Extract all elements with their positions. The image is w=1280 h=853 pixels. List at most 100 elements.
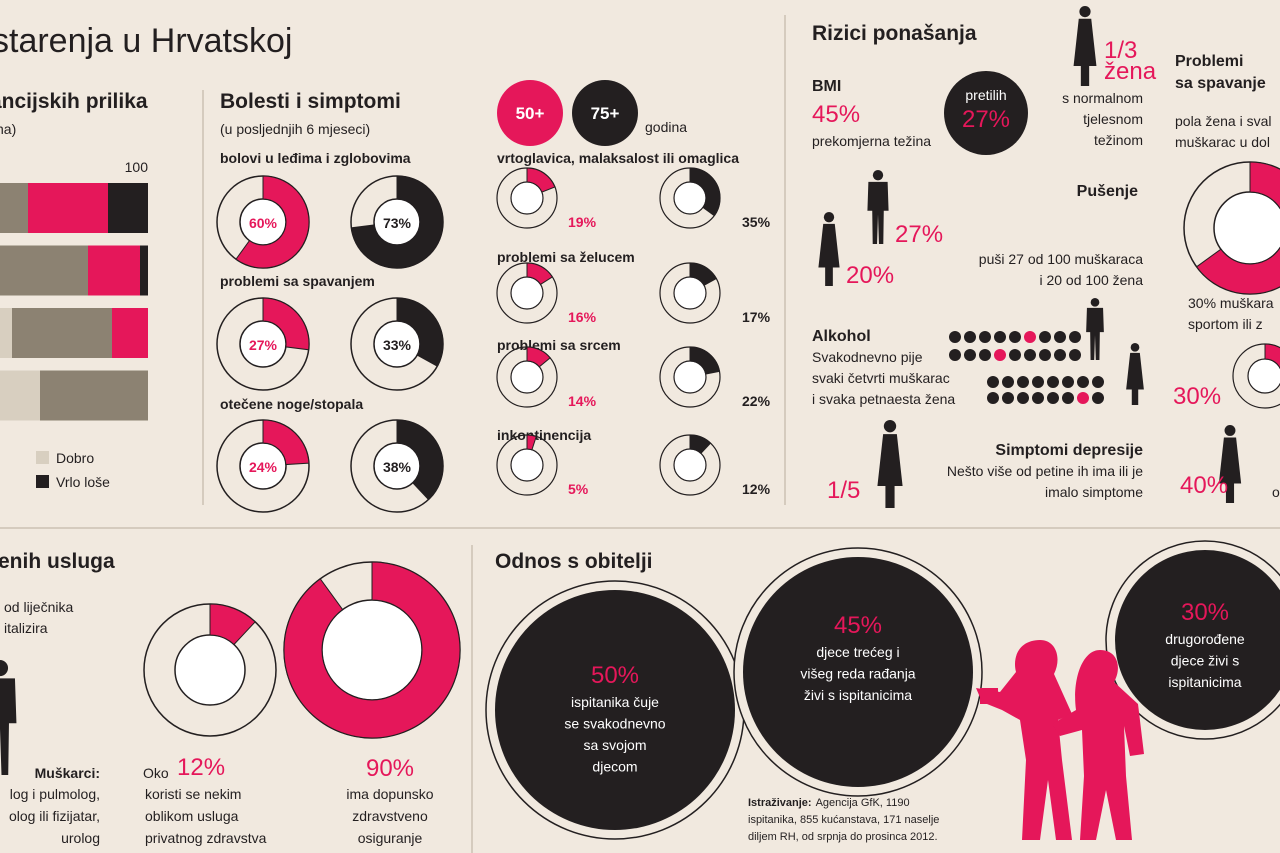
donut-segment bbox=[689, 346, 721, 375]
donut-label: 12% bbox=[742, 481, 771, 497]
figure-head bbox=[1090, 298, 1100, 307]
figure-body bbox=[818, 223, 840, 286]
bar-segment bbox=[0, 183, 28, 233]
text-line: imalo simptome bbox=[1045, 484, 1143, 500]
figure bbox=[1126, 343, 1144, 405]
figure-body bbox=[1218, 437, 1242, 503]
dot-icon bbox=[1062, 376, 1074, 388]
text-line: ima dopunsko bbox=[346, 786, 433, 802]
subsection-title: BMI bbox=[812, 78, 841, 95]
symptom-label: bolovi u leđima i zglobovima bbox=[220, 150, 411, 166]
figure bbox=[1052, 650, 1144, 840]
donut-segment bbox=[689, 262, 717, 286]
figure bbox=[1218, 425, 1242, 503]
subsection-title: Muškarci: bbox=[35, 765, 100, 781]
text-line: puši 27 od 100 muškaraca bbox=[979, 251, 1143, 267]
donut-segment bbox=[526, 167, 556, 193]
text-line: italizira bbox=[4, 620, 48, 636]
figure bbox=[1086, 298, 1104, 360]
bar-segment bbox=[0, 308, 12, 358]
donut-segment bbox=[526, 434, 537, 451]
source-label: Istraživanje: bbox=[748, 797, 812, 809]
figure bbox=[877, 420, 903, 508]
figure-head bbox=[1079, 6, 1091, 18]
text-line: oblikom usluga bbox=[145, 808, 239, 824]
text-line: Svakodnevno pije bbox=[812, 349, 923, 365]
stat-label: pretilih bbox=[965, 87, 1006, 103]
stat: 12% bbox=[177, 754, 225, 781]
dot-icon bbox=[1092, 376, 1104, 388]
text-line: privatnog zdravstva bbox=[145, 830, 267, 846]
symptom-label: problemi sa srcem bbox=[497, 337, 621, 353]
symptom-label: problemi sa želucem bbox=[497, 249, 635, 265]
figure-bag bbox=[980, 688, 998, 704]
subsection-title: Alkohol bbox=[812, 328, 871, 345]
text-line: ispitanicima bbox=[1168, 674, 1241, 690]
donut-segment bbox=[526, 346, 551, 368]
text-line: i svaka petnaesta žena bbox=[812, 391, 955, 407]
dot-icon bbox=[949, 349, 961, 361]
bar-segment bbox=[0, 370, 40, 421]
section-title: Bolesti i simptomi bbox=[220, 90, 401, 113]
dot-icon bbox=[1077, 376, 1089, 388]
subsection-title: Pušenje bbox=[1077, 183, 1138, 200]
section-title: Rizici ponašanja bbox=[812, 22, 977, 45]
stat-label: o bbox=[1272, 484, 1280, 500]
stat-label: žena bbox=[1104, 58, 1157, 85]
stat: 27% bbox=[895, 221, 943, 248]
donut-label: 5% bbox=[568, 481, 589, 497]
figure-body bbox=[867, 181, 889, 244]
dot-icon bbox=[1032, 376, 1044, 388]
donut-label: 35% bbox=[742, 214, 771, 230]
stat: 30% bbox=[1173, 383, 1221, 410]
dot-icon bbox=[1069, 349, 1081, 361]
figure-body bbox=[1073, 18, 1097, 86]
figure-head bbox=[883, 420, 897, 433]
donut-segment bbox=[396, 419, 444, 501]
legend-swatch bbox=[36, 475, 49, 488]
stat-circle bbox=[944, 71, 1028, 155]
dot-icon bbox=[1077, 392, 1089, 404]
donut-segment bbox=[283, 561, 461, 739]
legend-swatch bbox=[36, 451, 49, 464]
bar-segment bbox=[108, 183, 148, 233]
section-title: Odnos s obitelji bbox=[495, 550, 653, 573]
text-line: djecom bbox=[592, 759, 637, 775]
symptom-label: otečene noge/stopala bbox=[220, 396, 363, 412]
stat: 45% bbox=[834, 612, 882, 639]
separators bbox=[0, 15, 1280, 853]
bar-segment bbox=[112, 308, 148, 358]
text-line: sa svojom bbox=[583, 737, 646, 753]
text-line: djece živi s bbox=[1171, 653, 1239, 669]
donut-segment bbox=[526, 262, 554, 286]
stat: 90% bbox=[366, 755, 414, 782]
bar-segment bbox=[140, 245, 148, 296]
text-line: olog ili fizijatar, bbox=[9, 808, 100, 824]
figure bbox=[867, 170, 889, 244]
section-title: enih usluga bbox=[0, 550, 115, 573]
bar-segment bbox=[12, 308, 112, 358]
source-text: Agencija GfK, 1190 bbox=[816, 797, 910, 809]
symptom-label: inkontinencija bbox=[497, 427, 591, 443]
dot-icon bbox=[1024, 349, 1036, 361]
text-line: zdravstveno bbox=[352, 808, 428, 824]
group-label: 50+ bbox=[516, 104, 545, 123]
donut-segment bbox=[396, 297, 444, 367]
donut-hole bbox=[510, 448, 544, 482]
donut-segment bbox=[235, 175, 310, 269]
section-subtitle: (u posljednjih 6 mjeseci) bbox=[220, 121, 370, 137]
text-line: muškarac u dol bbox=[1175, 134, 1270, 150]
donut-label: 24% bbox=[249, 459, 278, 475]
dot-icon bbox=[1032, 392, 1044, 404]
dot-icon bbox=[994, 349, 1006, 361]
dot-icon bbox=[1039, 331, 1051, 343]
text-line: svaki četvrti muškarac bbox=[812, 370, 950, 386]
source: ispitanika, 855 kućanstava, 171 naselje bbox=[748, 814, 939, 826]
donut-label: 38% bbox=[383, 459, 412, 475]
text-line: višeg reda rađanja bbox=[800, 666, 915, 682]
legend-label: Dobro bbox=[56, 450, 94, 466]
dot-icon bbox=[1069, 331, 1081, 343]
women-figures bbox=[976, 640, 1144, 840]
source: Istraživanje: Agencija GfK, 1190 bbox=[748, 797, 910, 809]
